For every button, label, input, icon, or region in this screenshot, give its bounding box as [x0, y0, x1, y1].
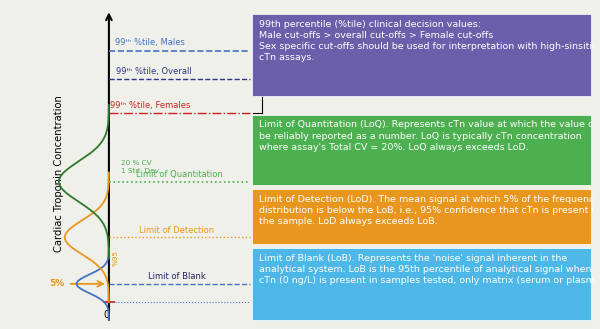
Text: Limit of Blank (LoB). Represents the 'noise' signal inherent in the
analytical s: Limit of Blank (LoB). Represents the 'no… [259, 254, 600, 285]
Text: Cardiac Troponin Concentration: Cardiac Troponin Concentration [54, 95, 64, 252]
Text: Limit of Blank: Limit of Blank [148, 272, 205, 281]
Text: 99ᵗʰ %tile, Females: 99ᵗʰ %tile, Females [110, 101, 190, 110]
Text: 1 Std. Dev.: 1 Std. Dev. [121, 168, 160, 174]
Text: 0: 0 [103, 310, 109, 320]
Text: 20 % CV: 20 % CV [121, 160, 151, 166]
Text: %95: %95 [113, 249, 119, 266]
Bar [252, 189, 591, 243]
Text: Limit of Detection (LoD). The mean signal at which 5% of the frequency
distribut: Limit of Detection (LoD). The mean signa… [259, 195, 600, 226]
Bar [252, 115, 591, 185]
Text: 99ᵗʰ %tile, Overall: 99ᵗʰ %tile, Overall [116, 67, 192, 76]
Text: 99th percentile (%tile) clinical decision values:
Male cut-offs > overall cut-of: 99th percentile (%tile) clinical decisio… [259, 20, 600, 62]
Text: Limit of Quantitation: Limit of Quantitation [136, 170, 223, 179]
Text: Limit of Detection: Limit of Detection [139, 226, 214, 235]
Bar [252, 14, 591, 96]
Text: 5%: 5% [50, 279, 65, 288]
Text: Limit of Quantitation (LoQ). Represents cTn value at which the value can
be reli: Limit of Quantitation (LoQ). Represents … [259, 120, 600, 152]
Text: 99ᵗʰ %tile, Males: 99ᵗʰ %tile, Males [115, 38, 185, 47]
Bar [252, 248, 591, 319]
